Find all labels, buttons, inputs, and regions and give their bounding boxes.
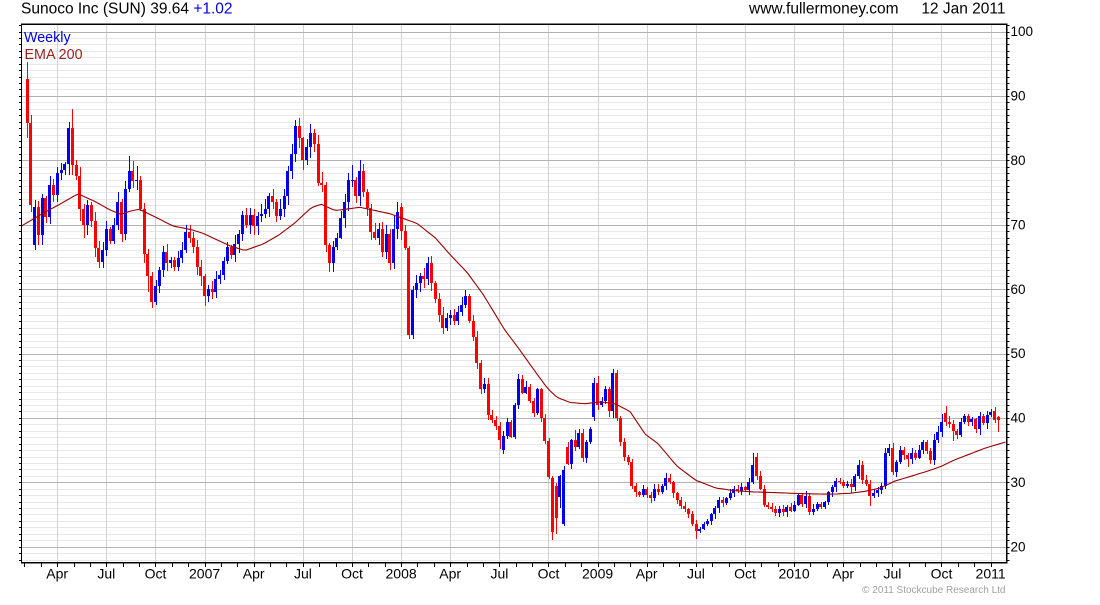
svg-text:40: 40 [1011, 411, 1026, 426]
svg-text:2008: 2008 [386, 566, 417, 582]
svg-text:2010: 2010 [779, 566, 810, 582]
svg-text:Weekly: Weekly [24, 30, 71, 46]
svg-text:2011: 2011 [976, 566, 1006, 582]
svg-text:Oct: Oct [341, 566, 363, 582]
svg-text:20: 20 [1011, 539, 1026, 554]
svg-text:Jul: Jul [883, 566, 901, 582]
svg-text:Oct: Oct [734, 566, 756, 582]
svg-text:www.fullermoney.com: www.fullermoney.com [748, 1, 899, 18]
svg-text:Apr: Apr [46, 566, 68, 582]
svg-text:© 2011 Stockcube Research Ltd: © 2011 Stockcube Research Ltd [862, 585, 1005, 596]
svg-text:30: 30 [1011, 475, 1026, 490]
svg-text:Apr: Apr [636, 566, 658, 582]
svg-text:Oct: Oct [931, 566, 953, 582]
svg-text:EMA 200: EMA 200 [25, 47, 83, 63]
svg-text:Jul: Jul [490, 566, 508, 582]
svg-text:Jul: Jul [687, 566, 705, 582]
svg-text:70: 70 [1011, 217, 1026, 232]
svg-text:60: 60 [1011, 282, 1026, 297]
svg-text:100: 100 [1011, 24, 1034, 39]
svg-text:12 Jan 2011: 12 Jan 2011 [921, 1, 1005, 18]
svg-text:80: 80 [1011, 153, 1026, 168]
svg-text:Apr: Apr [439, 566, 461, 582]
svg-text:Jul: Jul [97, 566, 115, 582]
svg-text:2009: 2009 [582, 566, 613, 582]
svg-text:Sunoco Inc (SUN) 39.64 +1.02: Sunoco Inc (SUN) 39.64 +1.02 [21, 1, 233, 18]
svg-text:90: 90 [1011, 89, 1026, 104]
svg-text:Apr: Apr [243, 566, 265, 582]
svg-text:Oct: Oct [538, 566, 560, 582]
svg-text:2007: 2007 [189, 566, 220, 582]
svg-text:Oct: Oct [145, 566, 167, 582]
svg-text:Jul: Jul [294, 566, 312, 582]
svg-text:50: 50 [1011, 346, 1026, 361]
svg-text:Apr: Apr [832, 566, 854, 582]
